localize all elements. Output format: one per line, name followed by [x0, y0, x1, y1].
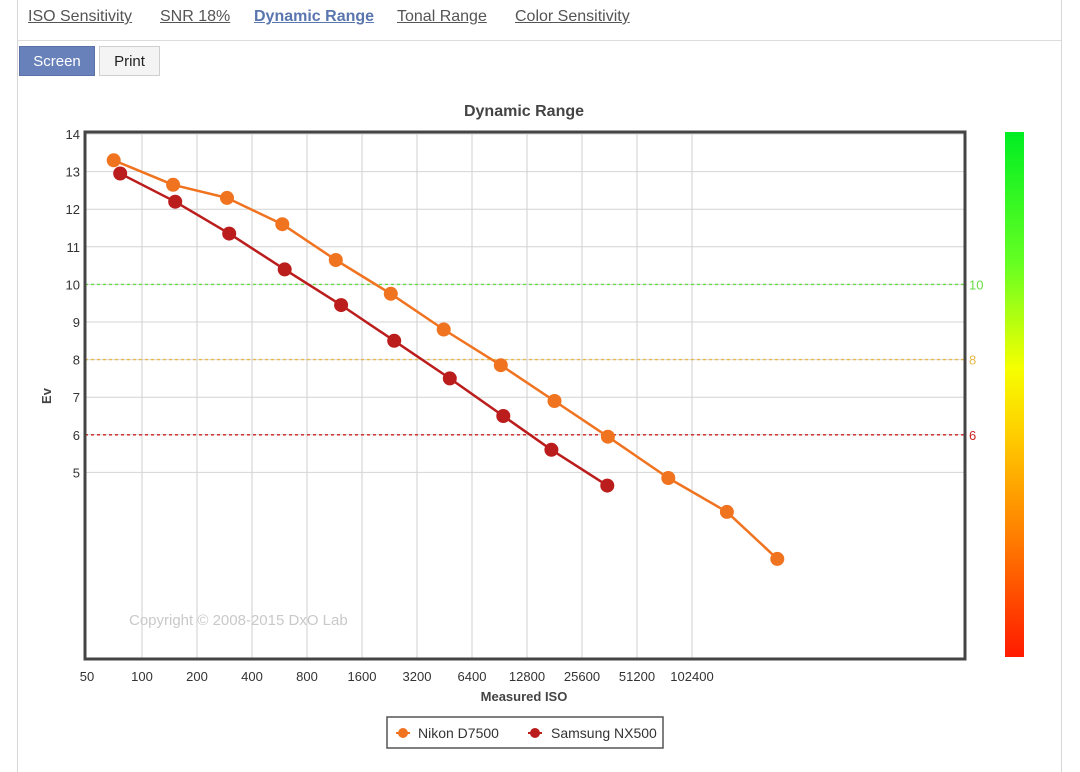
tab-snr-18[interactable]: SNR 18%: [160, 8, 231, 25]
data-point-nikon-d7500: [328, 253, 343, 267]
screen-button[interactable]: Screen: [19, 46, 95, 76]
data-point-nikon-d7500: [600, 429, 615, 444]
data-point-samsung-nx500: [544, 442, 559, 457]
data-point-samsung-nx500: [387, 333, 402, 348]
color-scale-bar: [1005, 132, 1024, 657]
data-point-samsung-nx500: [442, 371, 457, 386]
print-button[interactable]: Print: [99, 46, 160, 76]
data-point-nikon-d7500: [383, 286, 398, 301]
y-tick-label: 14: [66, 127, 80, 142]
legend-samsung-label: Samsung NX500: [551, 725, 657, 741]
data-point-nikon-d7500: [166, 177, 181, 192]
tab-iso-sensitivity[interactable]: ISO Sensitivity: [28, 8, 133, 25]
legend-samsung-marker: [530, 728, 540, 738]
y-tick-label: 9: [73, 315, 80, 330]
chart-grid: [85, 132, 965, 659]
tab-dynamic-range[interactable]: Dynamic Range: [254, 8, 375, 25]
watermark: Copyright © 2008-2015 DxO Lab: [129, 612, 348, 629]
data-point-samsung-nx500: [113, 166, 128, 181]
x-tick-label: 25600: [564, 669, 600, 684]
series-layer: [106, 153, 785, 566]
series-line-samsung-nx500: [119, 172, 608, 487]
x-axis-ticks: 50 100 200 400 800 1600 3200 6400 12800 25600 5120…: [80, 669, 714, 684]
legend-item-nikon[interactable]: Nikon D7500: [396, 725, 499, 741]
data-point-nikon-d7500: [436, 322, 451, 337]
y-tick-label: 10: [66, 277, 80, 292]
data-point-nikon-d7500: [106, 153, 121, 168]
data-point-nikon-d7500: [220, 190, 234, 205]
data-point-nikon-d7500: [275, 217, 290, 232]
x-tick-label: 200: [186, 669, 208, 684]
legend-item-samsung[interactable]: Samsung NX500: [528, 725, 657, 741]
data-point-samsung-nx500: [496, 409, 511, 423]
chart-title: Dynamic Range: [464, 103, 584, 120]
content-frame: [17, 0, 1062, 772]
legend-nikon-marker: [398, 728, 408, 738]
x-tick-label: 50: [80, 669, 94, 684]
x-tick-label: 51200: [619, 669, 655, 684]
data-point-nikon-d7500: [493, 358, 508, 373]
data-point-nikon-d7500: [661, 471, 676, 485]
plot-area-border: [83, 130, 967, 661]
data-point-samsung-nx500: [600, 478, 615, 493]
data-point-nikon-d7500: [770, 551, 785, 566]
x-axis-label: Measured ISO: [481, 689, 568, 704]
x-tick-label: 102400: [670, 669, 713, 684]
x-tick-label: 3200: [403, 669, 432, 684]
reference-label-8: 8: [969, 353, 976, 368]
data-point-samsung-nx500: [222, 226, 237, 241]
reference-label-10: 10: [969, 277, 983, 292]
reference-label-6: 6: [969, 428, 976, 443]
data-point-samsung-nx500: [334, 298, 349, 313]
data-point-samsung-nx500: [277, 262, 292, 277]
tab-tonal-range[interactable]: Tonal Range: [397, 8, 487, 25]
data-point-samsung-nx500: [168, 194, 183, 209]
y-tick-label: 11: [67, 240, 81, 255]
y-tick-label: 7: [73, 390, 80, 405]
y-tick-label: 5: [73, 465, 80, 480]
legend: Nikon D7500 Samsung NX500: [386, 716, 664, 749]
legend-nikon-label: Nikon D7500: [418, 725, 499, 741]
y-tick-label: 6: [73, 428, 80, 443]
x-tick-label: 1600: [348, 669, 377, 684]
x-tick-label: 12800: [509, 669, 545, 684]
x-tick-label: 800: [296, 669, 318, 684]
reference-lines: 10 8 6: [85, 277, 983, 443]
tab-divider: [18, 40, 1061, 41]
x-tick-label: 400: [241, 669, 263, 684]
y-tick-label: 8: [73, 353, 80, 368]
y-tick-label: 12: [66, 202, 80, 217]
data-point-nikon-d7500: [719, 504, 734, 519]
y-axis-ticks: 14 13 12 11 10 9 8 7 6 5: [66, 127, 80, 480]
y-tick-label: 13: [66, 165, 80, 180]
data-point-nikon-d7500: [547, 394, 562, 408]
x-tick-label: 6400: [458, 669, 487, 684]
y-axis-label: Ev: [39, 387, 54, 404]
tab-color-sensitivity[interactable]: Color Sensitivity: [515, 8, 630, 25]
legend-box: [386, 716, 664, 749]
x-tick-label: 100: [131, 669, 153, 684]
